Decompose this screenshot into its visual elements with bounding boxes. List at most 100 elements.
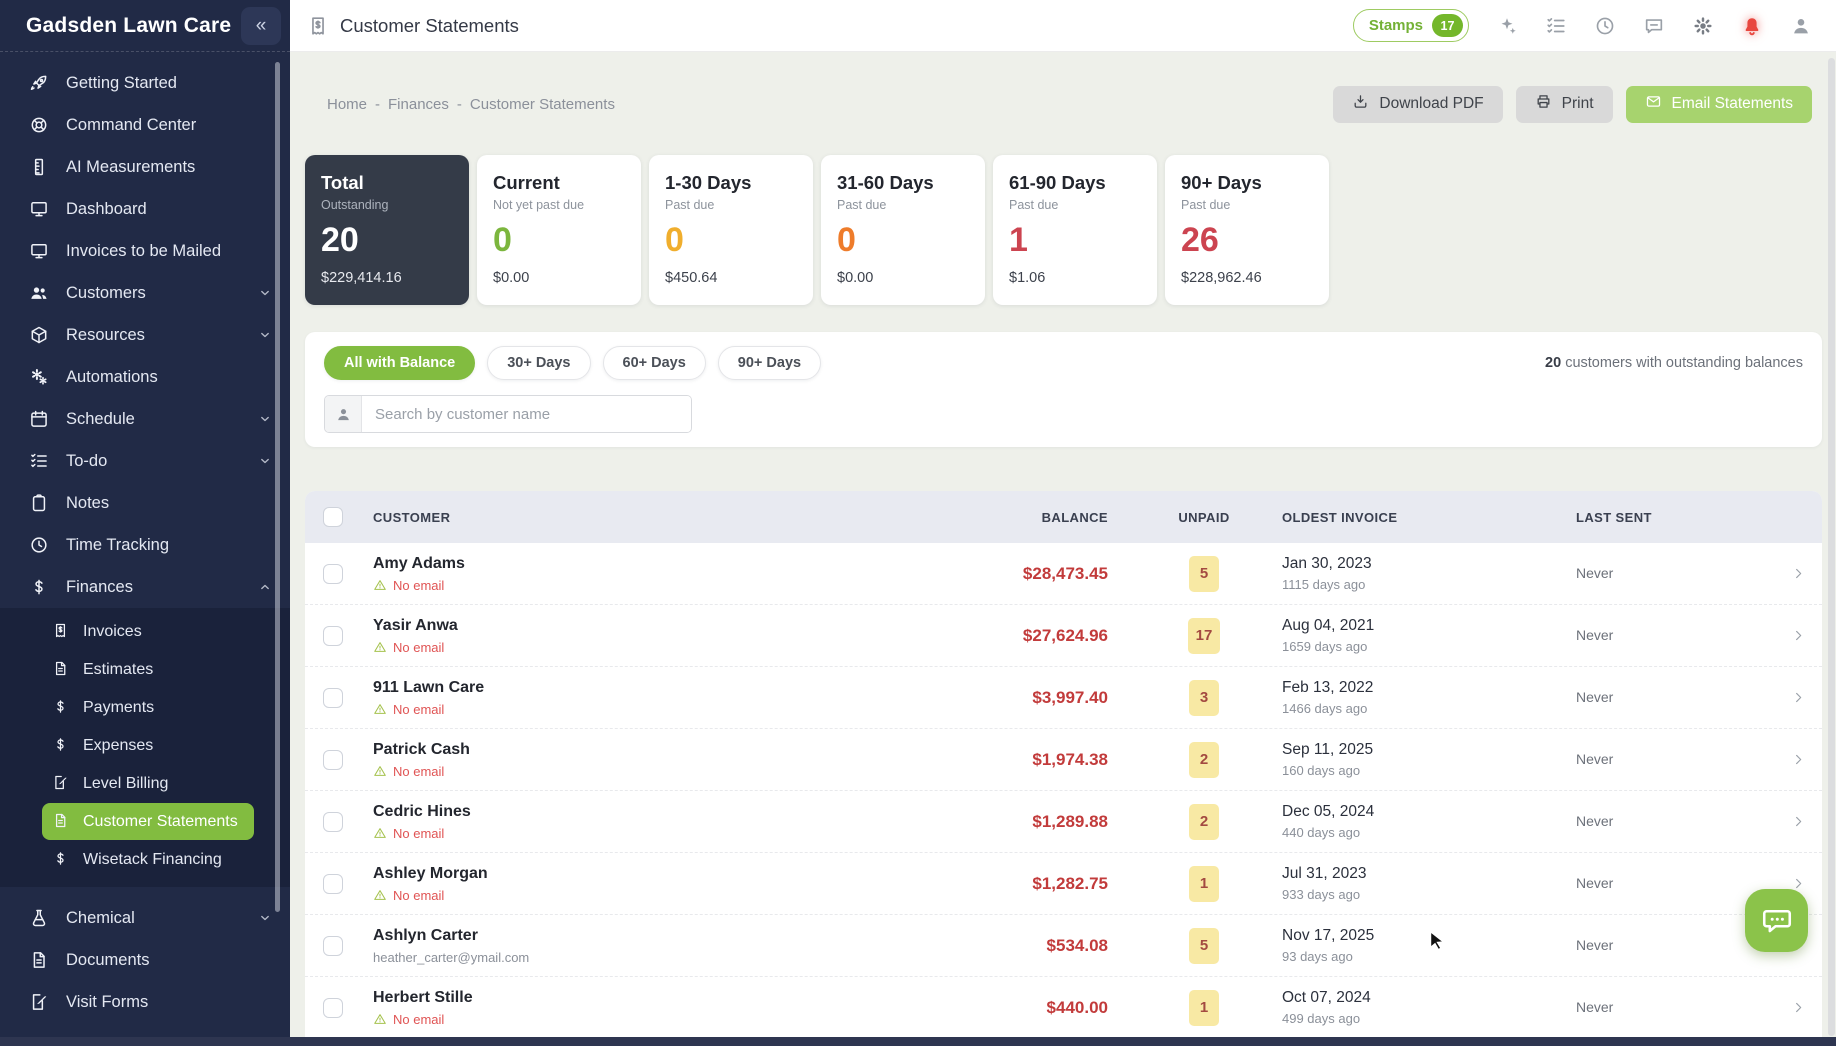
topbar-actions: Stamps 17 [1352,9,1812,42]
customer-search [324,395,692,433]
sidebar-item-time-tracking[interactable]: Time Tracking [0,524,290,566]
settings-icon[interactable] [1692,15,1714,37]
breadcrumb-item[interactable]: Finances [388,95,449,113]
row-chevron-right-icon[interactable] [1774,1000,1822,1015]
dollar-icon [52,736,72,756]
summary-card-31-60-days[interactable]: 31-60 Days Past due 0 $0.00 [821,155,985,305]
printer-icon [1535,93,1552,115]
page-scrollbar[interactable] [1828,58,1835,1036]
live-chat-button[interactable] [1745,889,1808,952]
sidebar-item-visit-forms[interactable]: Visit Forms [0,981,290,1023]
row-chevron-right-icon[interactable] [1774,566,1822,581]
breadcrumb-item[interactable]: Home [327,95,368,113]
stamps-badge[interactable]: Stamps 17 [1352,9,1469,42]
download-pdf-button[interactable]: Download PDF [1333,85,1503,123]
summary-card-current[interactable]: Current Not yet past due 0 $0.00 [477,155,641,305]
print-button[interactable]: Print [1515,85,1613,123]
row-chevron-right-icon[interactable] [1774,628,1822,643]
table-row[interactable]: Ashley Morgan No email $1,282.75 1 Jul 31, 2… [305,853,1822,915]
row-checkbox[interactable] [323,749,343,770]
filter-pill-30-plus-days[interactable]: 30+ Days [487,346,591,380]
summary-card-61-90-days[interactable]: 61-90 Days Past due 1 $1.06 [993,155,1157,305]
sidebar-item-customer-statements[interactable]: Customer Statements [42,803,254,840]
balance-value: $1,289.88 [1032,811,1108,831]
checklist-icon[interactable] [1545,15,1567,37]
sidebar-item-notes[interactable]: Notes [0,482,290,524]
sidebar-item-invoices-to-be-mailed[interactable]: Invoices to be Mailed [0,230,290,272]
summary-card-total[interactable]: Total Outstanding 20 $229,414.16 [305,155,469,305]
statement-receipt-icon [307,15,329,37]
history-icon[interactable] [1594,15,1616,37]
row-checkbox[interactable] [323,873,343,894]
feedback-icon[interactable] [1643,15,1665,37]
filter-pill-all-with-balance[interactable]: All with Balance [324,346,476,380]
row-checkbox[interactable] [323,935,343,956]
email-statements-button[interactable]: Email Statements [1625,85,1812,123]
filter-pill-90-plus-days[interactable]: 90+ Days [717,346,822,380]
sidebar-item-label: Schedule [66,409,135,428]
sidebar-item-customers[interactable]: Customers [0,272,290,314]
sidebar-item-schedule[interactable]: Schedule [0,398,290,440]
summary-card-90-plus-days[interactable]: 90+ Days Past due 26 $228,962.46 [1165,155,1329,305]
card-amount: $229,414.16 [321,270,402,286]
sidebar-item-estimates[interactable]: Estimates [42,651,254,688]
row-checkbox[interactable] [323,811,343,832]
table-row[interactable]: Yasir Anwa No email $27,624.96 17 Aug 04, 20… [305,605,1822,667]
row-checkbox[interactable] [323,625,343,646]
checklist-icon [29,451,49,471]
table-row[interactable]: 911 Lawn Care No email $3,997.40 3 Feb 13, 2… [305,667,1822,729]
customer-name: Patrick Cash [373,740,470,758]
row-checkbox[interactable] [323,687,343,708]
oldest-invoice-age: 1466 days ago [1282,701,1368,716]
last-sent-value: Never [1576,874,1614,891]
sidebar-item-invoices[interactable]: Invoices [42,613,254,650]
select-all-checkbox[interactable] [323,507,343,527]
sidebar-item-wisetack-financing[interactable]: Wisetack Financing [42,841,254,878]
chevron-up-icon [258,580,272,594]
summary-card-1-30-days[interactable]: 1-30 Days Past due 0 $450.64 [649,155,813,305]
sidebar-item-chemical[interactable]: Chemical [0,897,290,939]
row-chevron-right-icon[interactable] [1774,752,1822,767]
breadcrumb-item[interactable]: Customer Statements [469,95,615,113]
customer-count: 20 [1545,355,1562,371]
sidebar-scrollbar[interactable] [275,62,280,912]
notifications-icon[interactable] [1741,15,1763,37]
search-input[interactable] [362,396,691,432]
sidebar-item-resources[interactable]: Resources [0,314,290,356]
sparkles-icon[interactable] [1496,15,1518,37]
row-chevron-right-icon[interactable] [1774,690,1822,705]
table-row[interactable]: Ashlyn Carter heather_carter@ymail.com $53… [305,915,1822,977]
sidebar-item-documents[interactable]: Documents [0,939,290,981]
sidebar-item-label: Chemical [66,908,135,927]
table-row[interactable]: Patrick Cash No email $1,974.38 2 Sep 11, 20… [305,729,1822,791]
sidebar-item-getting-started[interactable]: Getting Started [0,62,290,104]
sidebar-item-expenses[interactable]: Expenses [42,727,254,764]
account-icon[interactable] [1790,15,1812,37]
table-row[interactable]: Amy Adams No email $28,473.45 5 Jan 30, 2023… [305,543,1822,605]
sidebar-collapse-button[interactable]: « [241,6,281,45]
breadcrumb-separator: - [375,95,381,113]
sidebar-item-command-center[interactable]: Command Center [0,104,290,146]
row-checkbox[interactable] [323,997,343,1018]
sidebar-item-to-do[interactable]: To-do [0,440,290,482]
sidebar-item-automations[interactable]: Automations [0,356,290,398]
sidebar-item-payments[interactable]: Payments [42,689,254,726]
unpaid-count-badge: 5 [1189,555,1219,592]
table-row[interactable]: Cedric Hines No email $1,289.88 2 Dec 05, 20… [305,791,1822,853]
sidebar-item-label: Customers [66,283,146,302]
oldest-invoice-age: 499 days ago [1282,1011,1361,1026]
row-chevron-right-icon[interactable] [1774,814,1822,829]
balance-value: $28,473.45 [1022,563,1108,583]
card-subtitle: Past due [1181,198,1231,212]
table-row[interactable]: Herbert Stille No email $440.00 1 Oct 07, 20… [305,977,1822,1039]
sidebar-item-dashboard[interactable]: Dashboard [0,188,290,230]
sidebar-item-ai-measurements[interactable]: AI Measurements [0,146,290,188]
customer-name: Herbert Stille [373,988,473,1006]
row-chevron-right-icon[interactable] [1774,876,1822,891]
sidebar-item-level-billing[interactable]: Level Billing [42,765,254,802]
filter-pill-60-plus-days[interactable]: 60+ Days [602,346,706,380]
sidebar-item-finances[interactable]: Finances [0,566,290,608]
unpaid-count-badge: 1 [1189,989,1219,1026]
row-checkbox[interactable] [323,563,343,584]
